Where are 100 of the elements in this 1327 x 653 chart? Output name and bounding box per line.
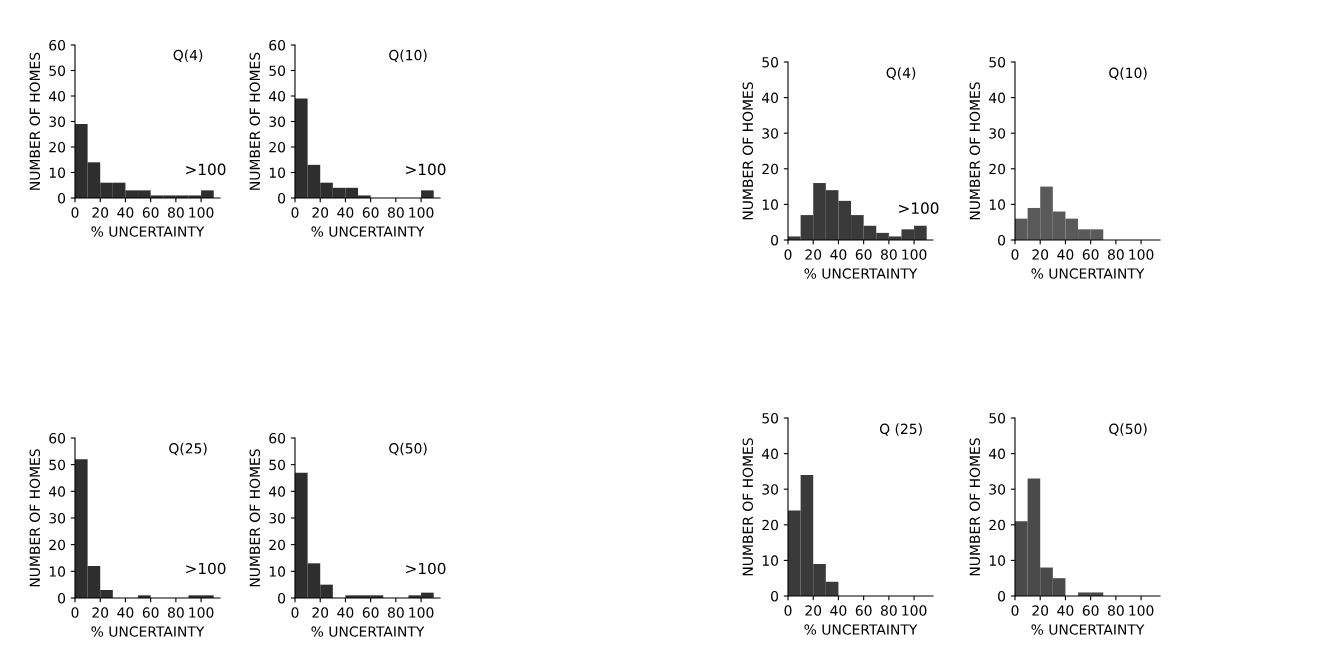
y-tick-label: 50 [269,459,286,471]
x-tick-label: 0 [784,605,792,616]
y-tick-label: 0 [771,234,779,246]
y-tick-label: 0 [278,592,286,604]
x-tick-label: 40 [117,607,134,618]
y-tick-label: 0 [58,192,66,204]
y-tick-label: 0 [998,590,1006,602]
x-tick-label: 80 [1107,249,1124,260]
x-tick-label: 20 [312,207,329,218]
x-tick-label: 0 [1011,605,1019,616]
chart-title: Q(25) [169,442,207,456]
x-tick-label: 20 [92,607,109,618]
y-tick-label: 30 [989,484,1006,495]
x-tick-label: 40 [337,207,354,218]
y-tick-label: 60 [269,39,286,51]
x-tick-label: 0 [71,207,79,218]
y-tick-label: 50 [989,56,1006,68]
y-tick-label: 10 [49,167,66,178]
x-tick-label: 100 [1129,249,1154,260]
y-tick-label: 0 [58,592,66,604]
y-tick-label: 40 [48,90,66,102]
x-axis-title: % UNCERTAINTY [91,226,205,237]
y-tick-label: 30 [989,128,1006,139]
y-tick-label: 0 [998,234,1006,246]
annotation: >100 [406,562,446,575]
x-tick-label: 60 [362,607,379,618]
chart-title: Q(4) [173,49,203,62]
chart-title: Q (25) [879,423,922,436]
y-tick-label: 20 [989,519,1006,531]
x-axis-title: % UNCERTAINTY [804,268,918,279]
x-tick-label: 80 [880,249,897,260]
x-tick-label: 0 [784,249,792,260]
y-tick-label: 10 [989,199,1006,210]
y-tick-label: 10 [269,167,286,178]
x-tick-label: 100 [902,605,927,616]
x-tick-label: 80 [1107,605,1124,616]
x-tick-label: 0 [1011,249,1019,260]
y-tick-label: 20 [269,141,286,153]
x-tick-label: 40 [1057,249,1074,260]
y-tick-label: 10 [762,199,779,210]
y-tick-label: 30 [762,484,779,495]
y-tick-label: 30 [762,128,779,139]
x-tick-label: 60 [855,605,872,616]
y-tick-label: 20 [49,539,66,551]
y-tick-label: 10 [49,566,66,577]
x-tick-label: 100 [189,207,214,218]
y-tick-label: 50 [269,65,286,76]
y-axis-title: NUMBER OF HOMES [249,449,261,587]
y-tick-label: 40 [268,90,286,102]
y-tick-label: 30 [269,512,286,524]
x-axis-title: % UNCERTAINTY [804,624,918,635]
y-tick-label: 60 [269,432,286,444]
chart-title: Q(4) [886,67,916,80]
chart-title: Q(10) [1109,67,1147,80]
x-tick-label: 80 [167,207,184,218]
x-tick-label: 60 [142,607,159,618]
x-tick-label: 20 [1032,605,1049,616]
x-tick-label: 100 [189,607,214,618]
x-tick-label: 100 [1129,605,1154,616]
y-tick-label: 60 [49,39,66,51]
x-tick-label: 80 [167,607,184,618]
y-tick-label: 40 [761,448,779,460]
x-tick-label: 60 [142,207,159,218]
annotation: >100 [186,562,226,575]
x-tick-label: 20 [1032,249,1049,260]
annotation: >100 [406,163,446,176]
x-tick-label: 20 [805,249,822,260]
chart-title: Q(10) [389,49,427,62]
x-tick-label: 40 [830,605,847,616]
x-axis-title: % UNCERTAINTY [1031,268,1145,279]
y-axis-title: NUMBER OF HOMES [29,52,41,190]
y-tick-label: 40 [761,92,779,104]
y-axis-title: NUMBER OF HOMES [969,82,981,220]
x-tick-label: 100 [409,607,434,618]
y-tick-label: 60 [49,432,66,444]
annotation: >100 [899,202,939,214]
x-tick-label: 0 [291,607,299,618]
annotation: >100 [186,163,226,176]
x-tick-label: 100 [409,207,434,218]
x-tick-label: 20 [312,607,329,618]
y-tick-label: 40 [268,486,286,497]
chart-title: Q(50) [389,442,427,456]
x-axis-title: % UNCERTAINTY [311,626,425,637]
y-tick-label: 40 [988,92,1006,104]
y-tick-label: 40 [48,486,66,497]
y-tick-label: 50 [49,459,66,471]
x-tick-label: 40 [1057,605,1074,616]
y-tick-label: 20 [762,519,779,531]
y-tick-label: 20 [49,141,66,153]
y-tick-label: 30 [269,116,286,127]
x-tick-label: 80 [387,207,404,218]
x-axis-title: % UNCERTAINTY [311,226,425,237]
y-axis-title: NUMBER OF HOMES [742,438,754,576]
y-tick-label: 50 [989,412,1006,424]
y-tick-label: 40 [988,448,1006,460]
x-tick-label: 40 [117,207,134,218]
y-tick-label: 0 [278,192,286,204]
x-tick-label: 60 [362,207,379,218]
x-axis-title: % UNCERTAINTY [91,626,205,637]
y-tick-label: 30 [49,512,66,524]
